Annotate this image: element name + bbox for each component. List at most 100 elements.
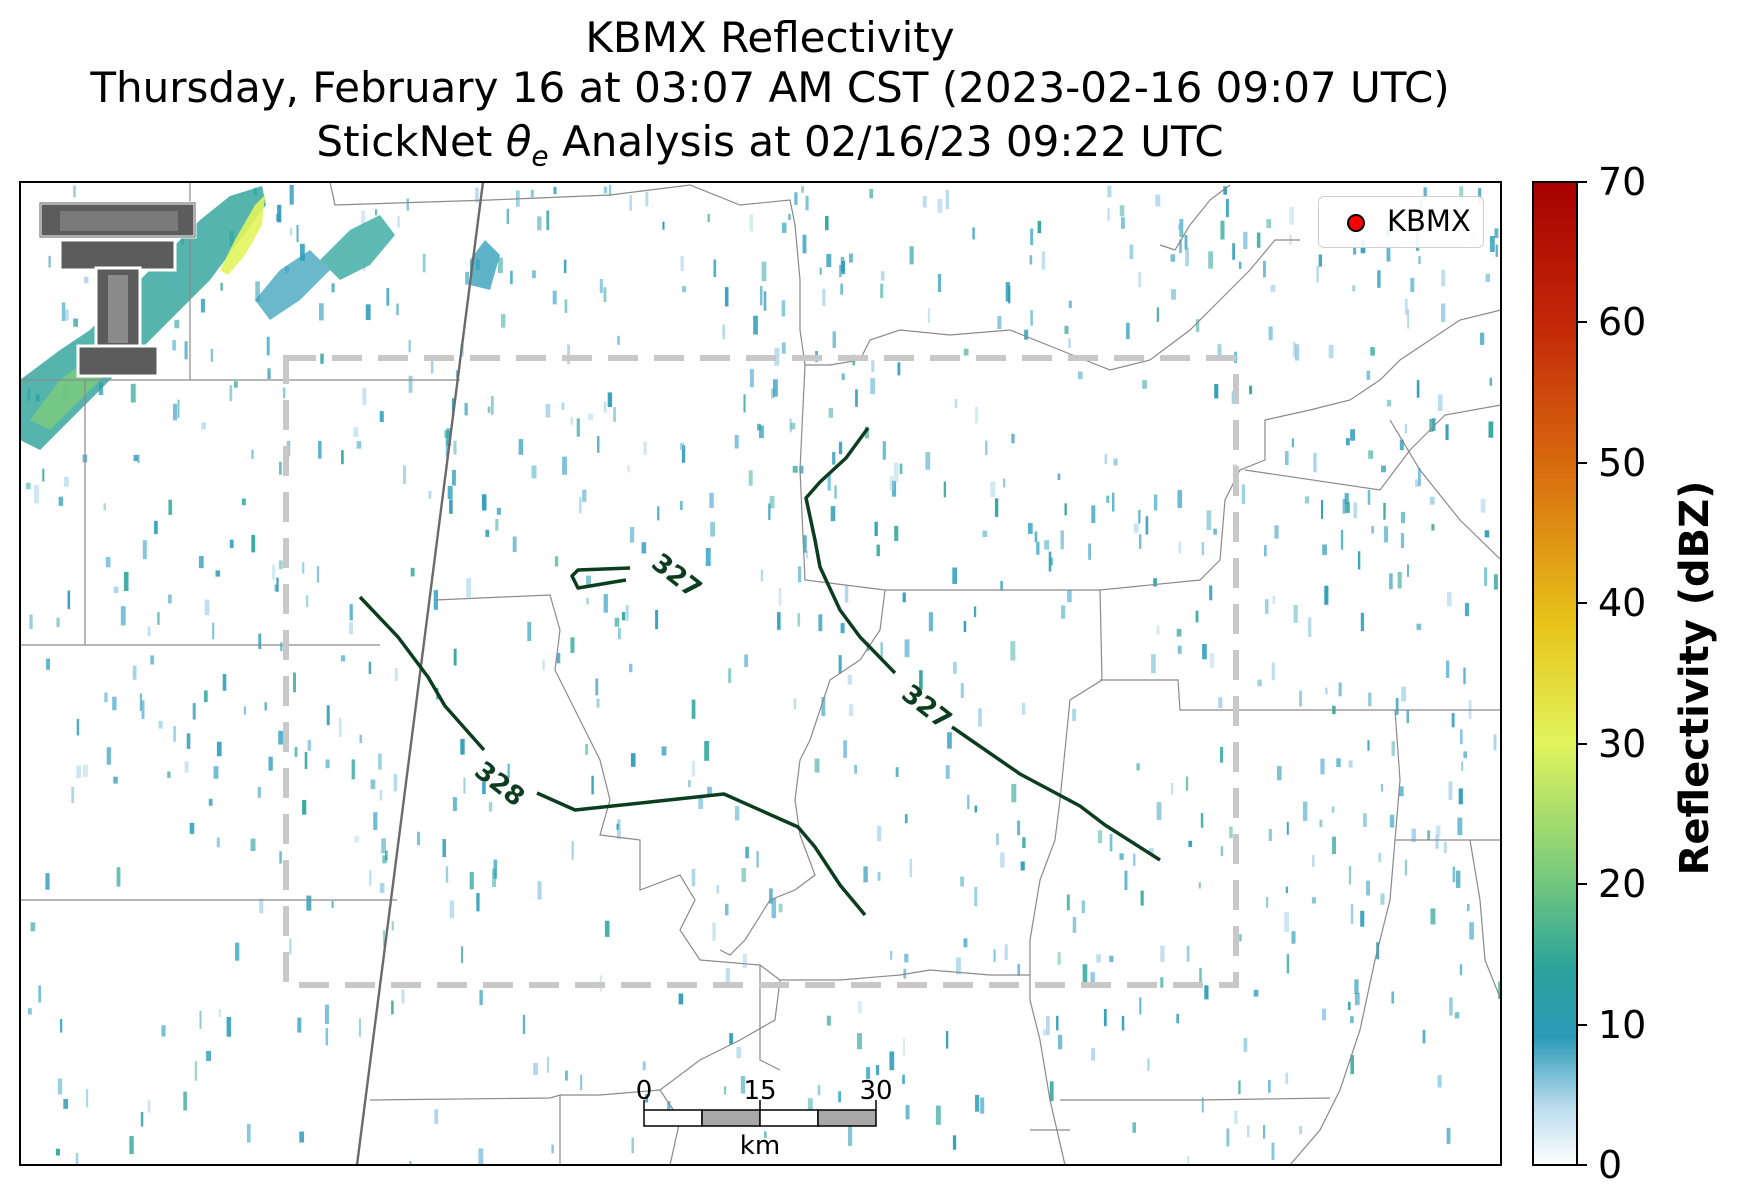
- title-line-3: StickNet θe Analysis at 02/16/23 09:22 U…: [0, 118, 1540, 180]
- echo-pixel: [788, 213, 791, 220]
- echo-pixel: [899, 463, 903, 474]
- echo-pixel: [1493, 574, 1498, 590]
- echo-pixel: [734, 806, 740, 821]
- echo-pixel: [116, 867, 121, 887]
- echo-pixel: [1121, 217, 1125, 229]
- echo-pixel: [1458, 788, 1463, 805]
- echo-pixel: [1217, 344, 1222, 357]
- echo-pixel: [1081, 900, 1085, 914]
- echo-pixel: [408, 340, 411, 353]
- echo-pixel: [168, 499, 173, 515]
- echo-pixel: [781, 342, 786, 354]
- echo-pixel: [585, 744, 588, 755]
- echo-pixel: [580, 1074, 583, 1091]
- echo-pixel: [168, 594, 172, 604]
- echo-pixel: [57, 1078, 63, 1095]
- echo-pixel: [863, 866, 868, 883]
- echo-pixel: [189, 822, 195, 834]
- echo-pixel: [894, 525, 899, 541]
- echo-pixel: [805, 195, 809, 211]
- echo-pixel: [63, 1099, 69, 1109]
- echo-pixel: [880, 642, 883, 658]
- echo-pixel: [947, 732, 952, 749]
- echo-pixel: [1209, 653, 1215, 668]
- echo-pixel: [777, 612, 781, 630]
- echo-pixel: [1097, 830, 1103, 844]
- echo-pixel: [1395, 697, 1399, 715]
- echo-pixel: [307, 739, 312, 751]
- echo-pixel: [1153, 578, 1157, 587]
- echo-pixel: [339, 717, 342, 737]
- echo-pixel: [1057, 952, 1061, 965]
- colorbar-tick-50: 50: [1598, 441, 1647, 485]
- echo-pixel: [1418, 256, 1421, 264]
- echo-pixel: [257, 786, 261, 798]
- echo-pixel: [1366, 880, 1370, 896]
- colorbar-tick-0: 0: [1598, 1143, 1623, 1187]
- echo-pixel: [756, 851, 759, 868]
- echo-pixel: [682, 286, 687, 293]
- echo-pixel: [1136, 763, 1140, 771]
- echo-pixel: [657, 506, 660, 521]
- echo-pixel: [645, 1094, 649, 1103]
- echo-pixel: [1011, 433, 1015, 444]
- echo-pixel: [889, 476, 894, 491]
- echo-pixel: [616, 823, 619, 830]
- echo-pixel: [361, 210, 366, 226]
- echo-pixel: [1328, 344, 1334, 359]
- echo-pixel: [250, 838, 256, 852]
- echo-pixel: [1292, 341, 1296, 358]
- echo-pixel: [614, 617, 620, 627]
- echo-pixel: [1493, 734, 1497, 751]
- echo-pixel: [843, 740, 847, 758]
- echo-pixel: [324, 1004, 329, 1024]
- echo-pixel: [1293, 605, 1298, 623]
- echo-pixel: [661, 746, 667, 756]
- colorbar-tick-60: 60: [1598, 300, 1647, 344]
- echo-pixel: [1179, 219, 1184, 237]
- echo-pixel: [1064, 503, 1067, 516]
- echo-pixel: [199, 1010, 202, 1029]
- echo-pixel: [258, 633, 262, 649]
- echo-pixel: [586, 597, 589, 605]
- echo-pixel: [641, 542, 647, 554]
- echo-pixel: [173, 726, 176, 742]
- echo-pixel: [1336, 758, 1341, 768]
- echo-pixel: [1049, 557, 1053, 566]
- echo-pixel: [778, 903, 783, 913]
- echo-pixel: [1160, 977, 1164, 988]
- echo-pixel: [567, 344, 570, 365]
- echo-pixel: [1184, 235, 1188, 250]
- echo-pixel: [953, 661, 957, 674]
- echo-pixel: [1407, 564, 1409, 577]
- echo-pixel: [1201, 542, 1204, 556]
- echo-pixel: [1225, 198, 1229, 218]
- echo-pixel: [1147, 1058, 1150, 1071]
- echo-pixel: [1285, 886, 1288, 894]
- echo-pixel: [255, 281, 260, 302]
- echo-pixel: [63, 476, 69, 487]
- echo-pixel: [45, 873, 50, 890]
- echo-pixel: [1020, 861, 1025, 871]
- echo-pixel: [198, 556, 204, 569]
- echo-pixel: [716, 885, 720, 894]
- echo-pixel: [1268, 326, 1273, 341]
- echo-pixel: [562, 456, 567, 475]
- echo-pixel: [826, 254, 832, 267]
- echo-pixel: [597, 436, 600, 453]
- echo-pixel: [889, 1051, 895, 1071]
- echo-pixel: [857, 1033, 862, 1050]
- echo-pixel: [1299, 690, 1302, 707]
- echo-pixel: [832, 452, 836, 465]
- echo-pixel: [564, 299, 568, 313]
- echo-pixel: [904, 814, 908, 824]
- echo-pixel: [744, 654, 748, 667]
- echo-pixel: [1407, 309, 1410, 329]
- echo-pixel: [1133, 853, 1136, 866]
- echo-pixel: [909, 246, 914, 265]
- echo-pixel: [871, 360, 875, 372]
- echo-pixel: [1322, 544, 1327, 556]
- echo-pixel: [251, 534, 256, 553]
- echo-pixel: [216, 741, 222, 757]
